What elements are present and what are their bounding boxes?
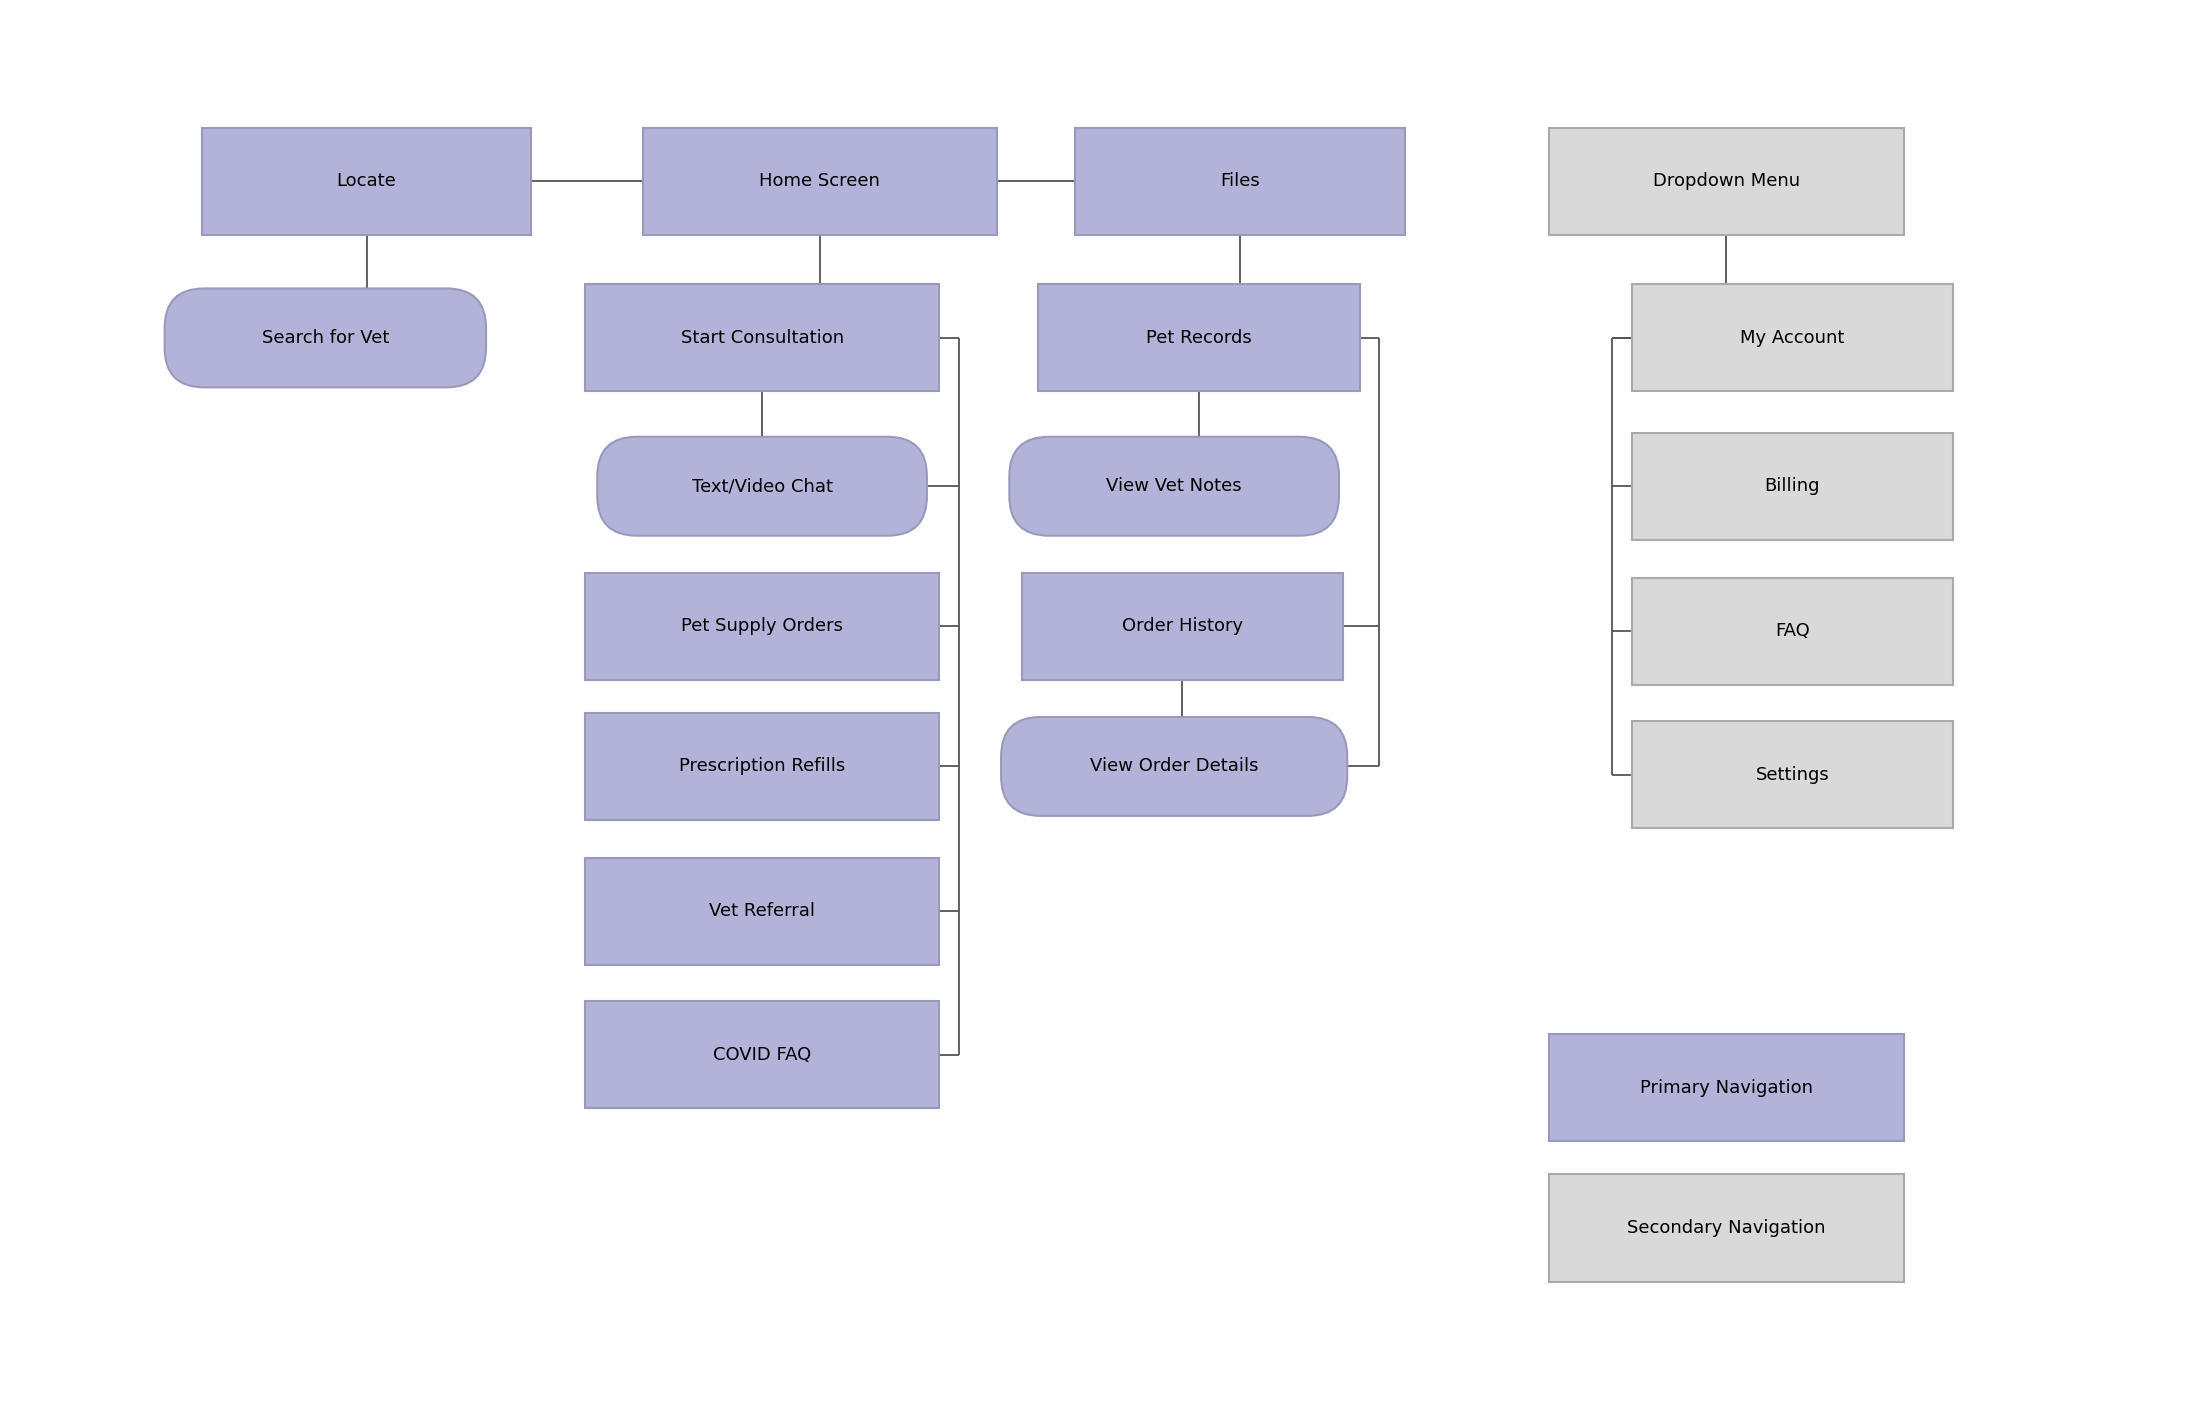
Text: Secondary Navigation: Secondary Navigation	[1628, 1219, 1826, 1237]
Text: Settings: Settings	[1756, 766, 1828, 783]
FancyBboxPatch shape	[165, 289, 486, 387]
Text: My Account: My Account	[1740, 329, 1844, 347]
FancyBboxPatch shape	[585, 284, 939, 391]
Text: COVID FAQ: COVID FAQ	[713, 1047, 812, 1063]
FancyBboxPatch shape	[1549, 1034, 1903, 1142]
Text: Prescription Refills: Prescription Refills	[680, 758, 845, 775]
FancyBboxPatch shape	[585, 713, 939, 820]
FancyBboxPatch shape	[1001, 717, 1346, 815]
Text: View Vet Notes: View Vet Notes	[1107, 478, 1243, 495]
Text: Start Consultation: Start Consultation	[680, 329, 843, 347]
Text: Pet Supply Orders: Pet Supply Orders	[682, 618, 843, 635]
Text: FAQ: FAQ	[1775, 622, 1811, 640]
FancyBboxPatch shape	[1021, 573, 1344, 679]
Text: Order History: Order History	[1122, 618, 1243, 635]
Text: Dropdown Menu: Dropdown Menu	[1652, 172, 1800, 191]
Text: Files: Files	[1221, 172, 1261, 191]
FancyBboxPatch shape	[1632, 284, 1954, 391]
Text: Text/Video Chat: Text/Video Chat	[691, 478, 832, 495]
FancyBboxPatch shape	[1010, 437, 1340, 535]
FancyBboxPatch shape	[1076, 127, 1406, 235]
Text: Search for Vet: Search for Vet	[262, 329, 389, 347]
FancyBboxPatch shape	[1632, 722, 1954, 828]
FancyBboxPatch shape	[1632, 433, 1954, 539]
FancyBboxPatch shape	[585, 1002, 939, 1108]
FancyBboxPatch shape	[642, 127, 997, 235]
FancyBboxPatch shape	[585, 573, 939, 679]
Text: Locate: Locate	[337, 172, 396, 191]
Text: Pet Records: Pet Records	[1146, 329, 1252, 347]
FancyBboxPatch shape	[1632, 577, 1954, 685]
FancyBboxPatch shape	[596, 437, 926, 535]
Text: Primary Navigation: Primary Navigation	[1639, 1079, 1813, 1097]
FancyBboxPatch shape	[202, 127, 532, 235]
FancyBboxPatch shape	[585, 857, 939, 965]
FancyBboxPatch shape	[1549, 127, 1903, 235]
Text: View Order Details: View Order Details	[1089, 758, 1258, 775]
Text: Billing: Billing	[1764, 478, 1819, 495]
FancyBboxPatch shape	[1038, 284, 1360, 391]
Text: Home Screen: Home Screen	[759, 172, 880, 191]
Text: Vet Referral: Vet Referral	[708, 902, 816, 920]
FancyBboxPatch shape	[1549, 1174, 1903, 1282]
